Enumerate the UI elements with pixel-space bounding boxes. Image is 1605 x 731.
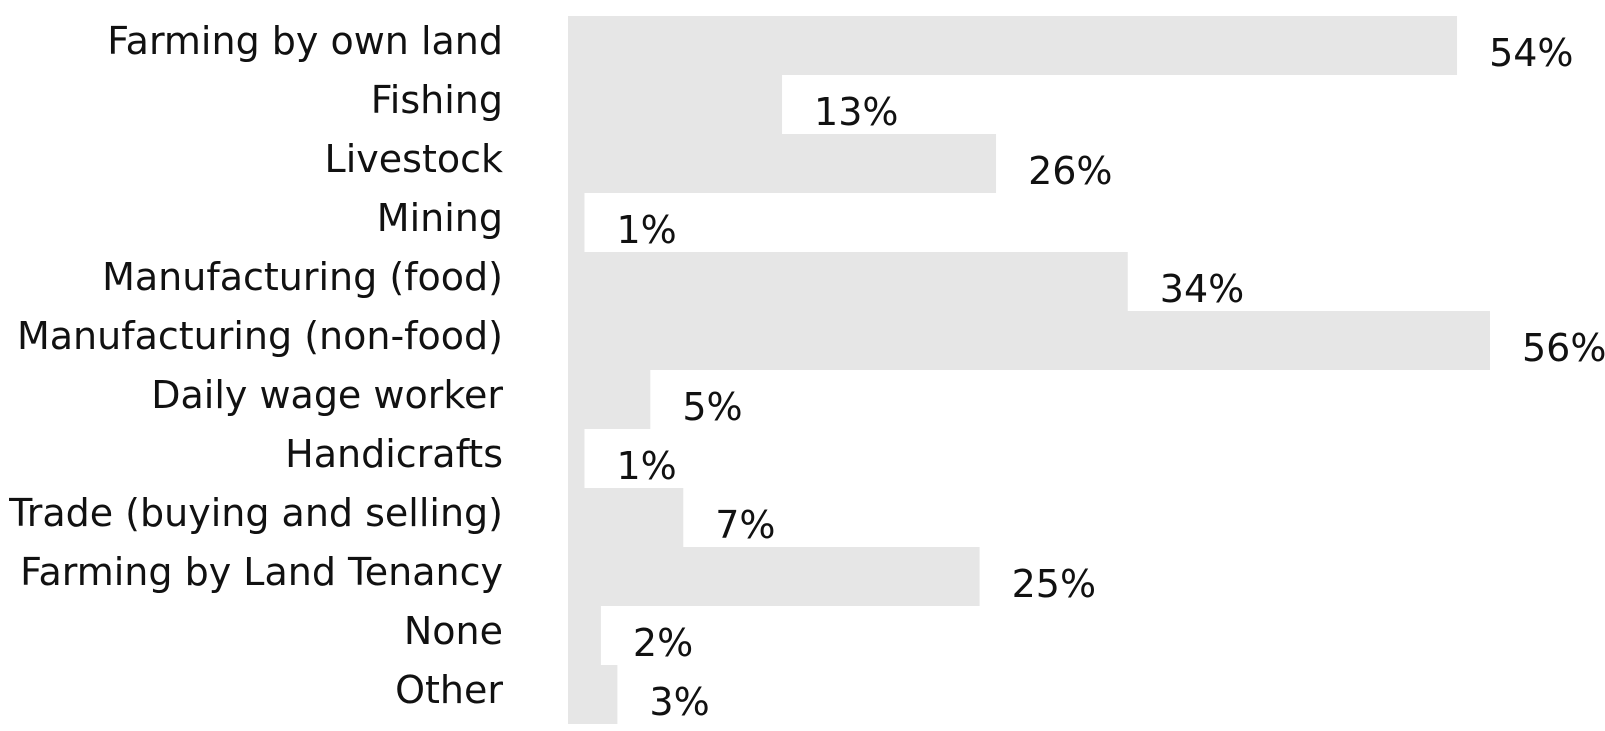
category-label: Handicrafts — [285, 432, 503, 476]
bar — [568, 370, 651, 429]
bar — [568, 606, 601, 665]
category-label: Other — [395, 668, 503, 712]
data-label: 5% — [682, 385, 742, 429]
category-label: Livestock — [325, 137, 503, 181]
category-label: Daily wage worker — [151, 373, 503, 417]
data-label: 3% — [649, 680, 709, 724]
category-label: Manufacturing (food) — [102, 255, 503, 299]
bar — [568, 75, 783, 134]
category-label: Farming by Land Tenancy — [20, 550, 503, 594]
bar — [568, 488, 684, 547]
bar — [568, 252, 1128, 311]
category-label: Trade (buying and selling) — [8, 491, 503, 535]
category-label: Farming by own land — [107, 19, 503, 63]
bar — [568, 547, 980, 606]
bar — [568, 665, 618, 724]
bar — [568, 193, 585, 252]
bar — [568, 311, 1490, 370]
data-label: 26% — [1028, 149, 1112, 193]
data-label: 13% — [814, 90, 898, 134]
data-label-group: 54%13%26%1%34%56%5%1%7%25%2%3% — [616, 31, 1605, 724]
data-label: 25% — [1012, 562, 1096, 606]
data-label: 34% — [1160, 267, 1244, 311]
bar — [568, 134, 997, 193]
data-label: 1% — [616, 444, 676, 488]
bar-group — [568, 16, 1490, 724]
data-label: 54% — [1489, 31, 1573, 75]
category-label-group: Farming by own land Fishing Livestock Minin… — [8, 19, 503, 712]
data-label: 56% — [1522, 326, 1605, 370]
data-label: 7% — [715, 503, 775, 547]
bar — [568, 16, 1458, 75]
data-label: 2% — [633, 621, 693, 665]
category-label: None — [404, 609, 503, 653]
category-label: Fishing — [371, 78, 503, 122]
category-label: Mining — [377, 196, 503, 240]
category-label: Manufacturing (non-food) — [17, 314, 503, 358]
data-label: 1% — [616, 208, 676, 252]
bar — [568, 429, 585, 488]
